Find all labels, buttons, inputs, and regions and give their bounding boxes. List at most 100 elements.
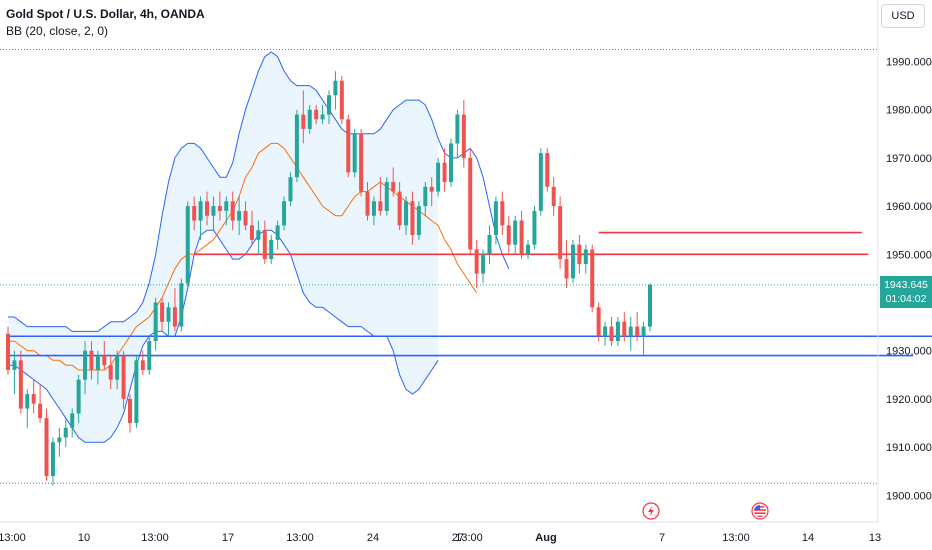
candle-body (224, 201, 229, 211)
time-tick-label: 13:00 (0, 532, 26, 544)
time-tick-label: 13 (869, 532, 881, 544)
candle-53 (346, 114, 351, 178)
candle-body (371, 201, 376, 216)
candle-96 (622, 312, 627, 342)
candle-37 (243, 201, 248, 231)
candle-79 (513, 215, 518, 255)
candle-50 (327, 90, 331, 125)
candle-40 (262, 220, 267, 264)
candle-body (153, 302, 158, 342)
candle-body (166, 307, 171, 322)
candle-59 (384, 177, 389, 216)
candle-body (50, 442, 55, 477)
candle-body (538, 153, 543, 211)
indicator-label: BB (20, close, 2, 0) (6, 24, 109, 38)
candle-body (249, 225, 254, 240)
candle-83 (538, 148, 543, 216)
candle-63 (410, 191, 415, 245)
candle-27 (179, 278, 184, 332)
candle-97 (628, 316, 633, 351)
price-tick-label: 1980.000 (886, 105, 932, 117)
candle-body (397, 191, 402, 226)
candle-84 (545, 148, 550, 192)
candle-41 (269, 235, 274, 264)
candle-body (314, 109, 319, 120)
candle-4 (31, 379, 36, 414)
candle-body (179, 283, 184, 327)
candle-body (282, 201, 287, 226)
candle-38 (249, 210, 254, 245)
last-price-tag: 1943.645 01:04:02 (880, 276, 932, 308)
candle-14 (95, 350, 100, 385)
candle-body (262, 230, 267, 260)
candlesticks (6, 71, 652, 486)
candle-18 (121, 350, 126, 409)
candle-13 (89, 341, 94, 380)
candle-body (570, 244, 575, 279)
price-tick-label: 1910.000 (886, 442, 932, 454)
last-price-value: 1943.645 (884, 279, 928, 291)
price-tick-label: 1960.000 (886, 201, 932, 213)
candle-body (423, 186, 428, 207)
candle-90 (583, 244, 588, 274)
candle-35 (230, 191, 235, 231)
candle-43 (282, 196, 287, 231)
price-tick-label: 1990.000 (886, 57, 932, 69)
currency-button[interactable]: USD (881, 4, 925, 28)
candle-body (384, 182, 389, 211)
time-tick-label: 14 (802, 532, 814, 544)
candle-body (404, 201, 409, 226)
candle-body (352, 133, 357, 173)
candle-body (243, 210, 248, 226)
time-tick-label: 13:00 (141, 532, 169, 544)
candle-81 (526, 239, 531, 260)
candle-body (487, 235, 492, 255)
candle-93 (603, 321, 608, 346)
candle-62 (404, 196, 409, 236)
candle-body (115, 355, 120, 380)
candle-5 (38, 384, 43, 423)
candle-88 (570, 239, 575, 284)
candle-body (211, 206, 216, 216)
candle-body (455, 114, 460, 144)
candle-body (134, 360, 139, 423)
candle-22 (147, 336, 152, 375)
candle-95 (615, 316, 620, 346)
candle-body (320, 114, 325, 120)
candle-100 (648, 283, 652, 332)
candle-80 (519, 210, 524, 260)
candle-26 (172, 288, 177, 332)
candle-64 (416, 201, 421, 240)
candle-body (596, 307, 601, 337)
candle-55 (359, 128, 364, 197)
candle-6 (44, 408, 49, 481)
candle-57 (371, 196, 376, 226)
candle-body (108, 365, 113, 380)
candle-body (378, 201, 383, 211)
candle-body (269, 239, 274, 260)
candle-45 (294, 109, 299, 182)
candle-body (63, 427, 68, 438)
candle-74 (481, 249, 486, 284)
candle-54 (352, 128, 357, 178)
candle-body (410, 201, 415, 236)
candle-16 (108, 355, 113, 390)
candle-body (506, 225, 511, 245)
lightning-event-icon (642, 502, 660, 520)
candle-body (558, 206, 563, 260)
symbol-title: Gold Spot / U.S. Dollar, 4h, OANDA (6, 7, 205, 21)
candle-body (25, 394, 30, 409)
candle-body (192, 206, 197, 221)
candle-body (583, 249, 588, 264)
time-tick-label: 17 (222, 532, 234, 544)
chart-legend: Gold Spot / U.S. Dollar, 4h, OANDA BB (2… (6, 6, 205, 40)
candle-7 (50, 437, 55, 486)
candle-body (294, 114, 299, 178)
candle-77 (500, 191, 505, 236)
candle-body (648, 284, 652, 327)
candle-98 (635, 312, 640, 342)
us-flag-event-icon (751, 502, 769, 520)
candle-46 (301, 90, 306, 144)
